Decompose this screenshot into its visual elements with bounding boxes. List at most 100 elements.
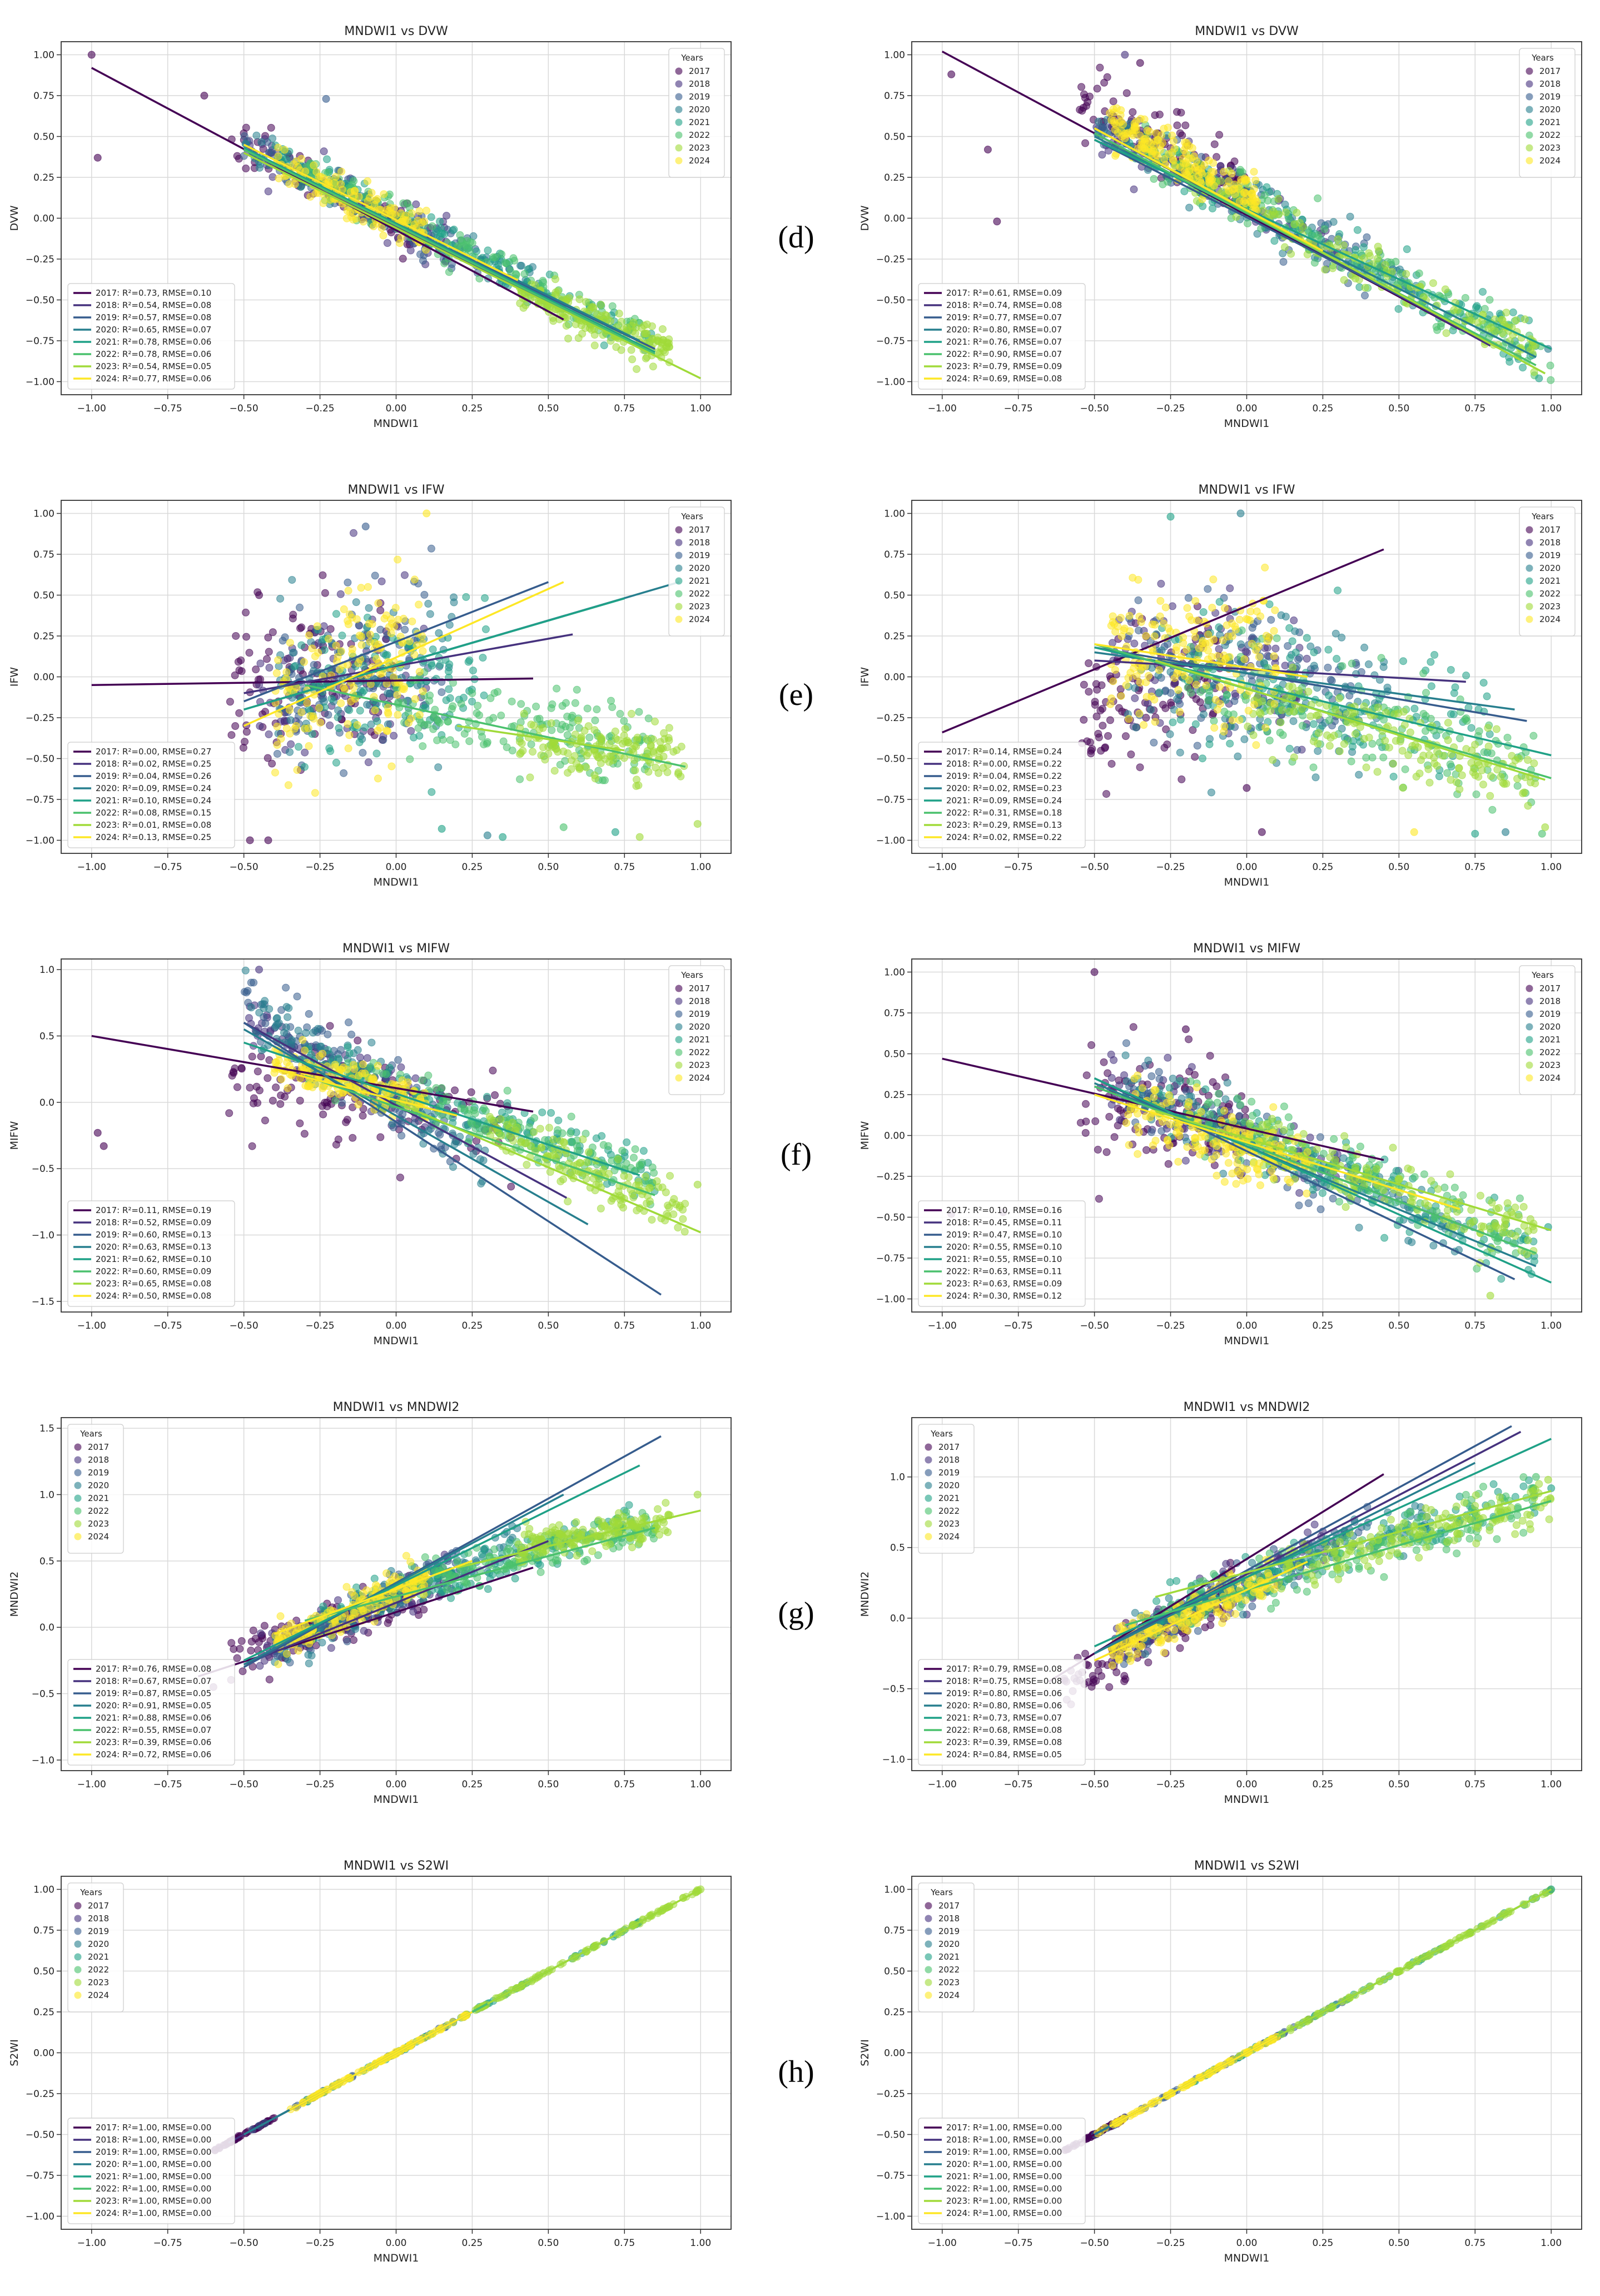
scatter-point: [1326, 675, 1335, 684]
scatter-point: [387, 762, 396, 771]
scatter-point: [1547, 376, 1555, 384]
scatter-point: [1309, 763, 1318, 772]
scatter-point: [1351, 730, 1359, 738]
scatter-point: [1474, 773, 1483, 781]
legend-marker-2022: [1526, 590, 1533, 598]
chart-panel: −1.00 −0.75 −0.50 −0.25 0.00 0.25 0.50 0.75 1.00…: [859, 24, 1582, 430]
scatter-point: [1205, 156, 1213, 165]
scatter-point: [399, 614, 408, 623]
scatter-point: [1081, 139, 1090, 147]
scatter-point: [494, 688, 502, 696]
scatter-point: [265, 730, 273, 738]
scatter-point: [1427, 714, 1435, 723]
scatter-point: [474, 702, 482, 710]
scatter-point: [1271, 644, 1280, 653]
scatter-point: [615, 310, 623, 318]
scatter-point: [1252, 646, 1260, 654]
scatter-point: [302, 1028, 310, 1037]
scatter-point: [1126, 669, 1135, 677]
x-tick-label: −0.25: [1156, 862, 1185, 873]
scatter-point: [1240, 188, 1249, 197]
chart-panel: −1.00 −0.75 −0.50 −0.25 0.00 0.25 0.50 0.75 1.00…: [8, 942, 732, 1347]
scatter-point: [1365, 733, 1373, 742]
scatter-point: [363, 1054, 371, 1062]
y-tick-label: −0.5: [32, 1164, 54, 1175]
scatter-point: [562, 321, 570, 330]
x-tick-label: 0.75: [614, 862, 635, 873]
chart-title: MNDWI1 vs IFW: [348, 483, 445, 497]
scatter-point: [498, 250, 506, 259]
scatter-point: [1200, 710, 1208, 718]
scatter-point: [1294, 655, 1302, 664]
scatter-point: [316, 718, 325, 727]
scatter-point: [1279, 257, 1288, 266]
scatter-point: [1215, 131, 1224, 139]
fit-legend-label-2023: 2023: R²=0.29, RMSE=0.13: [946, 820, 1062, 830]
scatter-point: [261, 1116, 269, 1125]
scatter-point: [1442, 329, 1450, 337]
scatter-point: [1131, 684, 1139, 692]
scatter-point: [1184, 594, 1192, 602]
scatter-point: [410, 575, 419, 584]
scatter-point: [1241, 648, 1250, 656]
scatter-point: [1125, 715, 1133, 723]
x-tick-label: 0.25: [1313, 403, 1334, 414]
legend-label-2018: 2018: [1539, 538, 1561, 548]
scatter-point: [377, 577, 386, 585]
scatter-point: [1130, 185, 1138, 193]
scatter-point: [1282, 208, 1290, 216]
scatter-point: [242, 633, 251, 641]
scatter-point: [1275, 210, 1283, 218]
scatter-point: [394, 1056, 403, 1064]
scatter-point: [356, 707, 364, 715]
scatter-point: [347, 1030, 356, 1038]
scatter-point: [503, 260, 511, 268]
scatter-point: [300, 658, 308, 666]
scatter-point: [1269, 756, 1277, 764]
scatter-point: [1250, 700, 1259, 709]
scatter-point: [379, 736, 387, 744]
scatter-point: [306, 192, 315, 201]
data-layer: [941, 51, 1555, 384]
scatter-point: [1215, 598, 1224, 606]
scatter-point: [1225, 187, 1233, 195]
scatter-point: [620, 732, 628, 740]
scatter-point: [1173, 108, 1181, 116]
scatter-point: [1210, 717, 1218, 725]
scatter-point: [1487, 772, 1495, 781]
x-tick-label: −0.25: [306, 403, 335, 414]
y-tick-label: 0.75: [884, 549, 905, 560]
scatter-point: [419, 647, 427, 655]
y-tick-label: −0.50: [876, 295, 905, 306]
fit-legend-label-2020: 2020: R²=0.09, RMSE=0.24: [96, 783, 211, 793]
scatter-point: [1290, 616, 1298, 624]
scatter-point: [457, 699, 465, 708]
scatter-point: [1199, 608, 1208, 616]
scatter-point: [559, 823, 568, 831]
scatter-point: [607, 697, 615, 705]
scatter-point: [1444, 719, 1452, 727]
scatter-point: [1136, 763, 1144, 772]
x-tick-label: −0.75: [153, 403, 182, 414]
scatter-point: [631, 329, 639, 337]
fit-legend-label-2024: 2024: R²=0.77, RMSE=0.06: [96, 374, 211, 384]
scatter-point: [1219, 636, 1227, 644]
scatter-point: [1304, 688, 1313, 696]
scatter-point: [1361, 291, 1369, 300]
fit-legend-label-2018: 2018: R²=0.74, RMSE=0.08: [946, 300, 1062, 310]
scatter-point: [1080, 715, 1088, 724]
y-tick-label: −0.75: [876, 794, 905, 806]
scatter-point: [1135, 613, 1144, 621]
scatter-point: [414, 216, 422, 225]
y-tick-label: 1.00: [884, 50, 905, 61]
scatter-point: [551, 275, 559, 284]
scatter-point: [1244, 722, 1252, 730]
scatter-point: [1487, 323, 1495, 331]
scatter-point: [1381, 737, 1389, 745]
scatter-point: [428, 788, 436, 796]
scatter-point: [364, 758, 372, 767]
scatter-point: [1410, 828, 1418, 836]
scatter-point: [1521, 315, 1529, 324]
scatter-point: [1134, 596, 1142, 604]
